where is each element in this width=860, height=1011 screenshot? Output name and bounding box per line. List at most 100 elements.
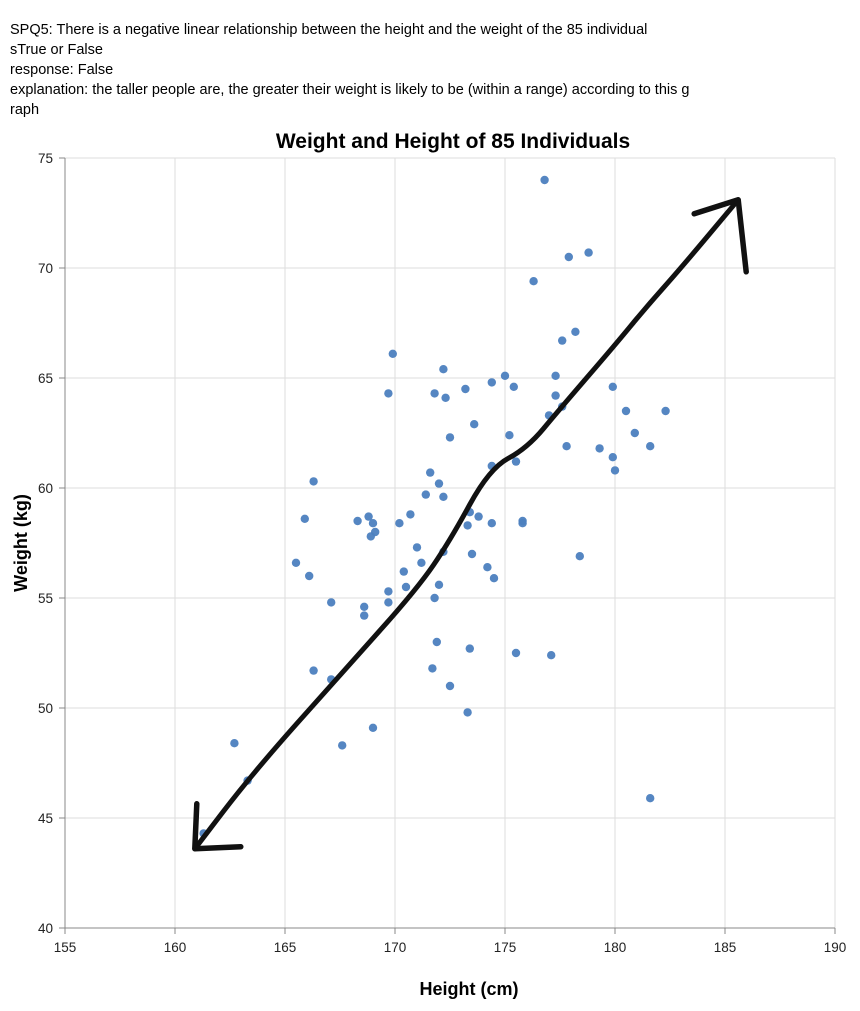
explanation-line-2: raph — [10, 102, 40, 118]
data-point — [384, 598, 393, 607]
data-point — [432, 637, 441, 647]
data-point — [487, 519, 496, 528]
data-point — [646, 794, 655, 803]
data-point — [551, 371, 560, 380]
data-point — [610, 466, 620, 475]
data-point — [463, 708, 472, 717]
data-point — [562, 442, 571, 451]
data-point — [529, 277, 538, 286]
y-tick-label: 75 — [38, 151, 53, 166]
data-point — [509, 382, 518, 391]
data-point — [368, 519, 378, 528]
data-point — [384, 587, 393, 596]
data-point — [428, 664, 437, 673]
data-point — [661, 406, 670, 416]
chart-title: Weight and Height of 85 Individuals — [276, 130, 630, 153]
y-tick-label: 55 — [38, 591, 53, 606]
arrow-shaft — [192, 197, 741, 852]
data-point — [364, 512, 373, 521]
data-point — [384, 389, 393, 398]
y-tick-label: 50 — [38, 701, 53, 716]
y-axis-title: Weight (kg) — [11, 494, 31, 592]
data-point — [399, 567, 408, 576]
data-point — [483, 563, 492, 572]
data-point — [571, 327, 580, 336]
data-point — [630, 428, 639, 438]
data-point — [309, 666, 318, 675]
data-point — [360, 611, 369, 620]
data-point — [366, 532, 375, 541]
data-point — [564, 252, 573, 262]
hand-drawn-arrow-annotation — [192, 197, 749, 852]
data-point — [500, 371, 510, 380]
y-tick-label: 70 — [38, 261, 53, 276]
data-point — [439, 365, 448, 374]
tick-labels: 155 160 165 170 175 180 185 190 40 45 50 55 60 65 70 75 — [38, 151, 846, 955]
data-point — [412, 543, 422, 552]
data-point — [511, 648, 521, 658]
data-point — [401, 582, 411, 592]
data-point — [434, 580, 444, 589]
data-point — [511, 457, 521, 466]
data-point — [417, 558, 426, 567]
x-tick-label: 165 — [274, 940, 297, 955]
data-point — [434, 479, 444, 488]
data-point — [441, 393, 450, 402]
data-point — [518, 519, 527, 528]
x-tick-label: 160 — [164, 940, 187, 955]
data-point — [608, 453, 617, 462]
data-point — [558, 336, 567, 345]
explanation-line-1: explanation: the taller people are, the … — [10, 82, 690, 98]
data-point — [487, 378, 496, 387]
data-point — [474, 512, 483, 521]
data-point — [439, 492, 448, 501]
x-tick-label: 170 — [384, 940, 407, 955]
data-point — [551, 391, 560, 400]
data-point — [309, 477, 318, 486]
data-point — [489, 574, 499, 583]
y-tick-label: 40 — [38, 921, 53, 936]
x-tick-label: 175 — [494, 940, 517, 955]
data-point — [470, 420, 479, 429]
data-point — [368, 723, 378, 732]
data-point — [300, 514, 309, 523]
data-point — [353, 516, 362, 526]
data-point — [230, 739, 239, 748]
data-point — [406, 510, 415, 519]
data-point — [445, 681, 455, 691]
x-axis-title: Height (cm) — [420, 979, 519, 999]
data-point — [547, 651, 556, 660]
arrow-head-end — [691, 197, 749, 275]
data-point — [467, 549, 477, 559]
data-point — [575, 552, 584, 561]
data-point — [608, 382, 617, 391]
x-tick-label: 185 — [714, 940, 737, 955]
x-tick-label: 180 — [604, 940, 627, 955]
grid-lines — [64, 157, 836, 929]
y-tick-label: 65 — [38, 371, 53, 386]
data-point — [430, 389, 439, 398]
axes — [59, 157, 836, 934]
data-point — [540, 175, 549, 185]
question-prompt-line-2: sTrue or False — [10, 42, 103, 58]
data-point — [327, 598, 336, 607]
data-point — [421, 490, 430, 499]
question-text-block: SPQ5: There is a negative linear relatio… — [10, 20, 850, 120]
data-points — [199, 175, 670, 838]
data-point — [461, 384, 470, 394]
data-point — [465, 644, 474, 653]
data-point — [305, 571, 314, 581]
y-tick-label: 60 — [38, 481, 53, 496]
data-point — [584, 248, 593, 257]
data-point — [595, 444, 604, 453]
question-prompt-line-1: SPQ5: There is a negative linear relatio… — [10, 22, 648, 38]
data-point — [445, 433, 455, 442]
data-point — [395, 519, 404, 528]
data-point — [646, 442, 655, 451]
y-tick-label: 45 — [38, 811, 53, 826]
arrow-head-start — [192, 801, 244, 852]
data-point — [338, 741, 347, 750]
data-point — [505, 431, 514, 440]
data-point — [360, 602, 369, 611]
